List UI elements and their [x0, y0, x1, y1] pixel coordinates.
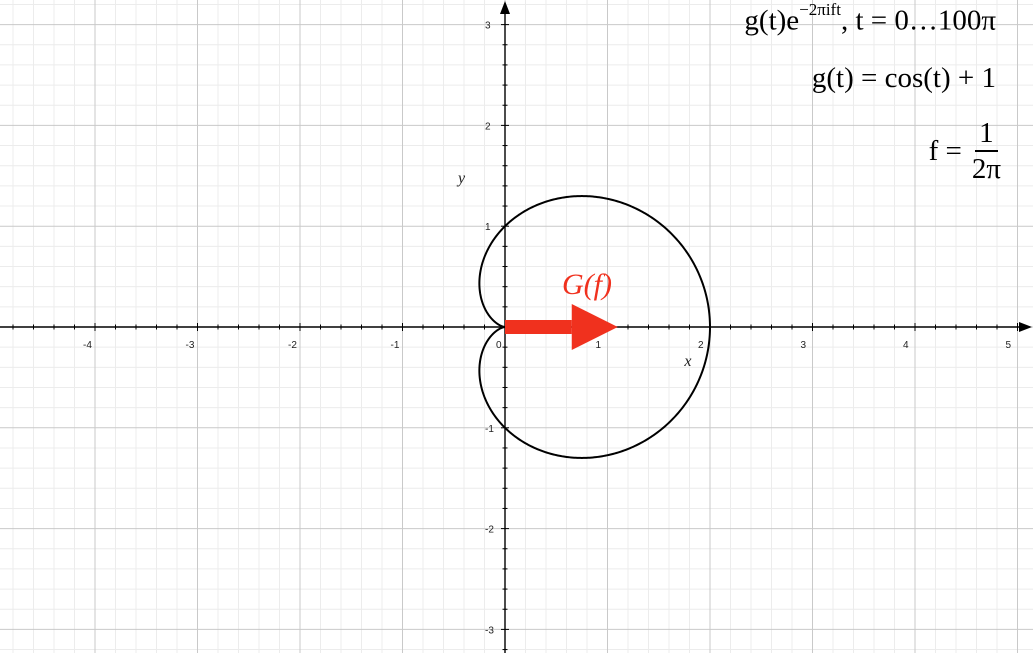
vector-label: G(f) — [562, 268, 612, 301]
formula-transform: g(t)e−2πift, t = 0…100π — [744, 0, 996, 38]
x-tick-label: 1 — [596, 340, 602, 351]
y-tick-label: 3 — [485, 21, 491, 32]
x-tick-label: -4 — [83, 340, 92, 351]
fraction-numerator: 1 — [975, 118, 998, 153]
tick-marks — [12, 24, 1018, 651]
arrow-head — [571, 304, 618, 350]
x-tick-label: 4 — [903, 340, 909, 351]
y-axis-label: y — [456, 170, 466, 187]
x-tick-label: 2 — [698, 340, 704, 351]
x-tick-label: -2 — [288, 340, 297, 351]
x-tick-label: 3 — [801, 340, 807, 351]
x-tick-label: -1 — [391, 340, 400, 351]
formula-frequency-lhs: f = — [928, 134, 962, 167]
tick-labels: -4 -3 -2 -1 0 1 2 3 4 5 3 2 1 -1 -2 -3 — [83, 21, 1012, 637]
x-tick-label: 0 — [496, 340, 502, 351]
x-axis-arrowhead — [1019, 322, 1032, 332]
arrow-shaft — [505, 320, 572, 334]
y-axis-arrowhead — [500, 1, 510, 14]
g-of-f-vector-arrow — [505, 304, 618, 350]
x-axis-label: x — [683, 353, 691, 370]
formula-g-of-t: g(t) = cos(t) + 1 — [811, 62, 996, 94]
formula-frequency: f = 1 2π — [929, 118, 1001, 185]
y-tick-label: 1 — [485, 222, 491, 233]
fraction-denominator: 2π — [971, 153, 1001, 186]
y-tick-label: -2 — [485, 525, 494, 536]
formula-frequency-fraction: 1 2π — [972, 118, 1001, 185]
y-tick-label: 2 — [485, 121, 491, 132]
x-tick-label: -3 — [186, 340, 195, 351]
formula-transform-exponent: −2πift — [799, 0, 841, 19]
x-tick-label: 5 — [1006, 340, 1012, 351]
y-tick-label: -1 — [485, 424, 494, 435]
formula-transform-range: , t = 0…100π — [840, 4, 996, 37]
formula-transform-main: g(t)e — [744, 4, 800, 37]
y-tick-label: -3 — [485, 625, 494, 636]
